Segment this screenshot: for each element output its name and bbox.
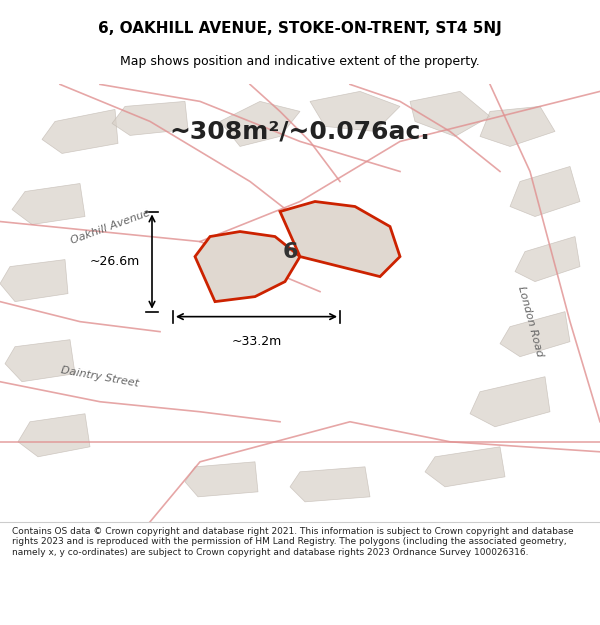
Polygon shape	[12, 184, 85, 224]
Text: Map shows position and indicative extent of the property.: Map shows position and indicative extent…	[120, 55, 480, 68]
Polygon shape	[470, 377, 550, 427]
Polygon shape	[195, 231, 300, 302]
Polygon shape	[185, 462, 258, 497]
Polygon shape	[290, 467, 370, 502]
Text: 6, OAKHILL AVENUE, STOKE-ON-TRENT, ST4 5NJ: 6, OAKHILL AVENUE, STOKE-ON-TRENT, ST4 5…	[98, 21, 502, 36]
Polygon shape	[42, 109, 118, 154]
Text: Daintry Street: Daintry Street	[60, 365, 140, 389]
Polygon shape	[500, 312, 570, 357]
Text: London Road: London Road	[516, 285, 544, 358]
Polygon shape	[220, 101, 300, 146]
Polygon shape	[510, 166, 580, 216]
Polygon shape	[310, 91, 400, 131]
Polygon shape	[5, 339, 75, 382]
Text: ~308m²/~0.076ac.: ~308m²/~0.076ac.	[170, 119, 430, 143]
Text: 6: 6	[282, 242, 298, 262]
Polygon shape	[0, 259, 68, 302]
Polygon shape	[425, 447, 505, 487]
Text: Oakhill Avenue: Oakhill Avenue	[69, 208, 151, 246]
Text: Contains OS data © Crown copyright and database right 2021. This information is : Contains OS data © Crown copyright and d…	[12, 527, 574, 557]
Text: ~26.6m: ~26.6m	[90, 255, 140, 268]
Text: ~33.2m: ~33.2m	[232, 334, 281, 348]
Polygon shape	[515, 236, 580, 282]
Polygon shape	[480, 106, 555, 146]
Polygon shape	[280, 201, 400, 277]
Polygon shape	[18, 414, 90, 457]
Polygon shape	[112, 101, 188, 136]
Polygon shape	[410, 91, 490, 136]
